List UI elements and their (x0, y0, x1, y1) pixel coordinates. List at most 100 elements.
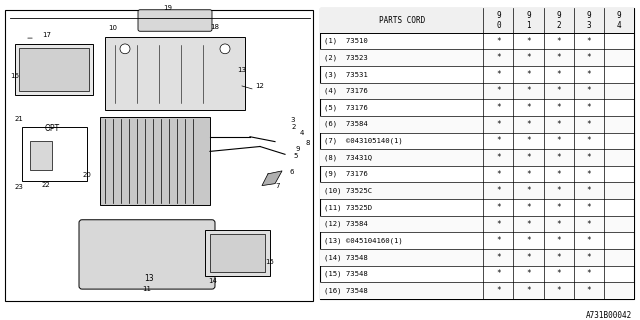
Text: *: * (526, 186, 531, 195)
Circle shape (220, 44, 230, 54)
Text: *: * (556, 136, 561, 145)
Text: 17: 17 (42, 32, 51, 38)
Text: *: * (556, 86, 561, 95)
Bar (320, 182, 634, 199)
Text: *: * (526, 269, 531, 278)
Text: A731B00042: A731B00042 (586, 311, 632, 320)
Text: (2)  73523: (2) 73523 (324, 54, 368, 61)
Text: *: * (496, 103, 500, 112)
Text: 8: 8 (305, 140, 310, 146)
Bar (210, 235, 265, 271)
Text: *: * (526, 220, 531, 228)
Text: *: * (526, 53, 531, 62)
Text: *: * (496, 70, 500, 79)
Circle shape (120, 44, 130, 54)
Text: *: * (526, 253, 531, 262)
Text: 9
4: 9 4 (616, 11, 621, 30)
Text: *: * (526, 203, 531, 212)
Text: *: * (586, 170, 591, 179)
Text: *: * (526, 136, 531, 145)
Text: *: * (496, 53, 500, 62)
Bar (105, 37, 245, 110)
Text: *: * (586, 269, 591, 278)
Text: *: * (496, 170, 500, 179)
Text: 5: 5 (293, 153, 298, 159)
Bar (320, 149, 634, 166)
Text: *: * (526, 170, 531, 179)
Text: *: * (586, 253, 591, 262)
FancyBboxPatch shape (79, 220, 215, 289)
Text: *: * (586, 153, 591, 162)
Text: *: * (556, 253, 561, 262)
Text: 7: 7 (275, 182, 280, 188)
Text: *: * (496, 136, 500, 145)
Text: *: * (526, 70, 531, 79)
Bar (320, 49, 634, 66)
Bar (100, 117, 210, 205)
Text: *: * (556, 153, 561, 162)
Polygon shape (262, 171, 282, 186)
Bar (205, 229, 270, 276)
Bar (320, 8, 634, 299)
Text: OPT: OPT (45, 124, 60, 133)
Text: (3)  73531: (3) 73531 (324, 71, 368, 77)
Text: *: * (556, 36, 561, 45)
Text: 6: 6 (290, 169, 294, 175)
Text: *: * (556, 103, 561, 112)
Text: (14) 73548: (14) 73548 (324, 254, 368, 260)
Text: 9
3: 9 3 (586, 11, 591, 30)
Bar (320, 83, 634, 99)
Text: 9: 9 (295, 146, 300, 152)
Text: *: * (586, 236, 591, 245)
Text: (11) 73525D: (11) 73525D (324, 204, 372, 211)
Text: *: * (556, 269, 561, 278)
Text: *: * (496, 120, 500, 129)
Text: 22: 22 (42, 181, 51, 188)
Text: *: * (526, 103, 531, 112)
Text: 13: 13 (144, 274, 154, 283)
Text: *: * (496, 86, 500, 95)
Text: 9
2: 9 2 (556, 11, 561, 30)
Bar (19, 48, 89, 91)
Bar (5, 10, 313, 301)
Text: PARTS CORD: PARTS CORD (378, 16, 425, 25)
Text: *: * (586, 220, 591, 228)
Text: (9)  73176: (9) 73176 (324, 171, 368, 177)
Text: (15) 73548: (15) 73548 (324, 271, 368, 277)
FancyBboxPatch shape (138, 10, 212, 31)
Text: 9
1: 9 1 (526, 11, 531, 30)
Bar (320, 116, 634, 132)
Bar (320, 216, 634, 232)
Text: (4)  73176: (4) 73176 (324, 88, 368, 94)
Text: *: * (586, 86, 591, 95)
Text: (16) 73548: (16) 73548 (324, 287, 368, 294)
Text: *: * (526, 36, 531, 45)
Text: *: * (526, 86, 531, 95)
Text: *: * (556, 236, 561, 245)
Text: *: * (526, 120, 531, 129)
Text: *: * (496, 269, 500, 278)
Text: 2: 2 (292, 124, 296, 130)
Bar (320, 282, 634, 299)
Text: 19: 19 (163, 5, 172, 11)
Text: *: * (556, 286, 561, 295)
Text: *: * (496, 286, 500, 295)
Text: *: * (496, 153, 500, 162)
Bar (30, 141, 52, 170)
Text: *: * (586, 120, 591, 129)
Text: *: * (586, 203, 591, 212)
Text: *: * (526, 286, 531, 295)
Bar (15, 44, 93, 95)
Text: *: * (496, 220, 500, 228)
Text: 9
0: 9 0 (496, 11, 500, 30)
Text: (6)  73584: (6) 73584 (324, 121, 368, 127)
Text: 12: 12 (255, 83, 264, 89)
Text: 13: 13 (237, 67, 246, 73)
Text: 23: 23 (15, 183, 24, 189)
Text: *: * (586, 103, 591, 112)
Text: *: * (556, 120, 561, 129)
Text: 14: 14 (208, 278, 217, 284)
Text: 10: 10 (108, 25, 117, 31)
Text: (7)  ©043105140(1): (7) ©043105140(1) (324, 138, 403, 144)
Text: (1)  73510: (1) 73510 (324, 38, 368, 44)
